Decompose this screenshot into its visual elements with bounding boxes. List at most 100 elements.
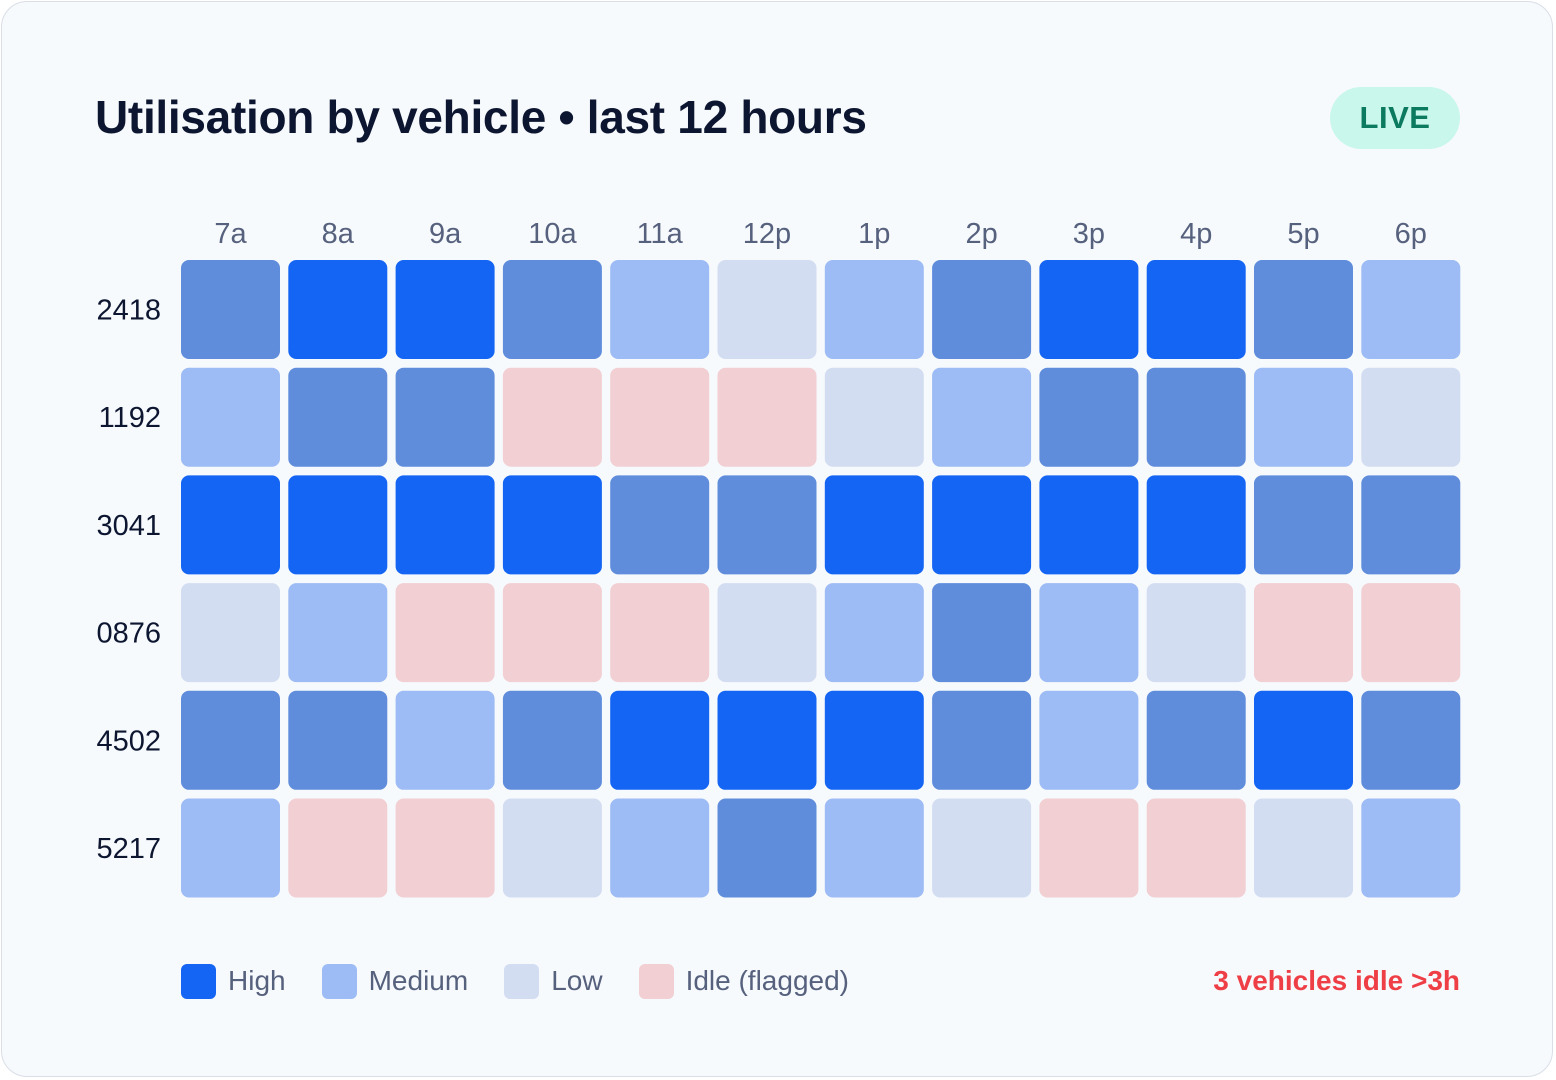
heatmap-cell-5217-1p	[824, 798, 924, 898]
heatmap-cell-2418-10a	[502, 260, 602, 359]
heatmap-cell-2418-1p	[824, 260, 924, 359]
heatmap-cell-4502-8a	[288, 690, 388, 790]
heatmap-cell-4502-3p	[1039, 690, 1139, 790]
live-badge: LIVE	[1330, 87, 1460, 149]
heatmap-cell-0876-3p	[1039, 583, 1139, 683]
heatmap-cell-5217-2p	[932, 798, 1032, 898]
heatmap-cell-3041-6p	[1361, 475, 1461, 575]
heatmap-cell-5217-9a	[395, 798, 495, 898]
x-label-1p: 1p	[858, 218, 890, 250]
heatmap-cell-1192-10a	[502, 367, 602, 467]
heatmap-cell-5217-12p	[717, 798, 817, 898]
legend-label-idle: Idle (flagged)	[685, 965, 849, 996]
legend-swatch-idle	[638, 963, 674, 999]
heatmap-cell-1192-2p	[932, 367, 1032, 467]
legend-swatch-low	[504, 963, 540, 999]
heatmap-cell-3041-11a	[610, 475, 710, 575]
legend-item-low: Low	[504, 963, 603, 999]
heatmap-cell-2418-8a	[288, 260, 388, 359]
heatmap-cell-1192-12p	[717, 367, 817, 467]
heatmap-cell-1192-4p	[1146, 367, 1246, 467]
heatmap-cell-4502-12p	[717, 690, 817, 790]
heatmap-cell-3041-1p	[824, 475, 924, 575]
heatmap-cell-4502-5p	[1254, 690, 1353, 790]
x-label-5p: 5p	[1287, 218, 1319, 250]
heatmap-cell-4502-1p	[824, 690, 924, 790]
heatmap-cell-0876-10a	[502, 583, 602, 683]
heatmap-cell-3041-3p	[1039, 475, 1139, 575]
x-label-12p: 12p	[743, 218, 791, 250]
y-label-3041: 3041	[96, 510, 161, 542]
legend-label-low: Low	[551, 965, 603, 996]
legend-item-idle: Idle (flagged)	[638, 963, 849, 999]
heatmap-cell-4502-4p	[1146, 690, 1246, 790]
x-label-4p: 4p	[1180, 218, 1212, 250]
heatmap-cell-5217-3p	[1039, 798, 1139, 898]
y-label-2418: 2418	[96, 295, 161, 327]
heatmap-cell-5217-8a	[288, 798, 388, 898]
heatmap-cell-0876-7a	[181, 583, 280, 683]
heatmap-cell-0876-4p	[1146, 583, 1246, 683]
legend-swatch-high	[181, 963, 216, 999]
heatmap-cell-2418-3p	[1039, 260, 1139, 359]
legend-swatch-medium	[321, 963, 357, 999]
heatmap-cell-2418-7a	[181, 260, 280, 359]
heatmap-cell-4502-10a	[502, 690, 602, 790]
heatmap-cell-3041-9a	[395, 475, 495, 575]
heatmap-cells	[181, 260, 1461, 898]
heatmap-cell-1192-7a	[181, 367, 280, 467]
heatmap-cell-4502-2p	[932, 690, 1032, 790]
heatmap-cell-2418-2p	[932, 260, 1032, 359]
heatmap-cell-1192-11a	[610, 367, 710, 467]
heatmap-cell-5217-6p	[1361, 798, 1461, 898]
heatmap-cell-3041-2p	[932, 475, 1032, 575]
heatmap-cell-0876-5p	[1254, 583, 1353, 683]
heatmap-cell-0876-9a	[395, 583, 495, 683]
x-label-11a: 11a	[637, 218, 684, 250]
legend-item-medium: Medium	[321, 963, 469, 999]
x-label-8a: 8a	[322, 218, 355, 250]
heatmap-cell-0876-11a	[610, 583, 710, 683]
legend: High Medium Low Idle (flagged)	[181, 962, 885, 1000]
heatmap-cell-5217-7a	[181, 798, 280, 898]
heatmap-cell-1192-6p	[1361, 367, 1461, 467]
heatmap-cell-2418-4p	[1146, 260, 1246, 359]
heatmap-cell-2418-11a	[610, 260, 710, 359]
heatmap-cell-3041-8a	[288, 475, 388, 575]
heatmap-cell-0876-1p	[824, 583, 924, 683]
x-label-7a: 7a	[214, 218, 247, 250]
idle-alert: 3 vehicles idle >3h	[1213, 965, 1460, 996]
heatmap-cell-3041-10a	[502, 475, 602, 575]
heatmap-cell-1192-9a	[395, 367, 495, 467]
heatmap-cell-3041-12p	[717, 475, 817, 575]
heatmap-cell-4502-7a	[181, 690, 280, 790]
y-label-4502: 4502	[96, 725, 161, 757]
legend-label-high: High	[228, 965, 286, 996]
heatmap-cell-5217-4p	[1146, 798, 1246, 898]
heatmap-cell-4502-11a	[610, 690, 710, 790]
heatmap-cell-2418-5p	[1254, 260, 1353, 359]
heatmap-cell-4502-6p	[1361, 690, 1461, 790]
heatmap-cell-1192-3p	[1039, 367, 1139, 467]
heatmap-cell-2418-9a	[395, 260, 495, 359]
x-label-10a: 10a	[528, 218, 577, 250]
heatmap-cell-4502-9a	[395, 690, 495, 790]
heatmap-cell-2418-12p	[717, 260, 817, 359]
heatmap-cell-0876-8a	[288, 583, 388, 683]
heatmap-cell-3041-5p	[1254, 475, 1353, 575]
legend-item-high: High	[181, 963, 286, 999]
heatmap-cell-5217-10a	[502, 798, 602, 898]
heatmap-cell-0876-12p	[717, 583, 817, 683]
heatmap-cell-3041-4p	[1146, 475, 1246, 575]
heatmap-cell-1192-5p	[1254, 367, 1353, 467]
x-axis-labels: 7a 8a 9a 10a 11a 12p 1p 2p 3p 4p 5p 6p	[214, 218, 1427, 250]
y-label-1192: 1192	[99, 402, 161, 434]
x-label-2p: 2p	[965, 218, 997, 250]
heatmap-cell-0876-6p	[1361, 583, 1461, 683]
chart-title: Utilisation by vehicle • last 12 hours	[95, 91, 867, 143]
heatmap-cell-0876-2p	[932, 583, 1032, 683]
heatmap-cell-5217-5p	[1254, 798, 1353, 898]
legend-label-medium: Medium	[368, 965, 469, 996]
y-label-5217: 5217	[96, 833, 161, 865]
